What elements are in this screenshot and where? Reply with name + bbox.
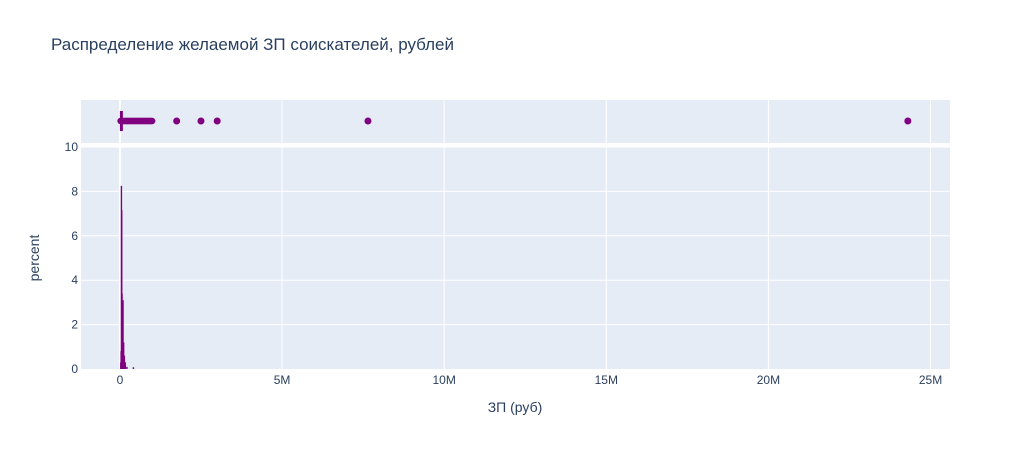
x-tick-label: 15M [595,373,618,387]
outlier-point [213,117,221,125]
x-tick-label: 25M [919,373,942,387]
y-tick-label: 6 [71,229,78,243]
outlier-point [904,117,912,125]
x-tick-label: 5M [274,373,291,387]
histogram-plot-area [81,147,950,369]
x-tick-label: 10M [432,373,455,387]
histogram-bar [123,355,126,369]
marginal-plot-area [81,100,950,143]
y-tick-label: 4 [71,273,78,287]
x-axis-ticks: 0 5M 10M 15M 20M 25M [117,373,943,387]
y-tick-label: 2 [71,318,78,332]
y-tick-label: 10 [65,140,79,154]
y-axis-ticks: 0 2 4 6 8 10 [65,140,79,376]
y-tick-label: 0 [71,362,78,376]
marginal-points [117,117,912,125]
x-tick-label: 20M [757,373,780,387]
histogram-bar [124,362,127,369]
x-axis-title: ЗП (руб) [488,399,543,415]
x-tick-label: 0 [117,373,124,387]
histogram-bar [126,366,128,369]
outlier-point [197,117,205,125]
histogram-grid [81,146,950,369]
histogram-bar [132,367,135,369]
histogram-bar [122,300,124,369]
histogram-bars [120,185,135,369]
outlier-point [364,117,372,125]
y-tick-label: 8 [71,184,78,198]
outlier-point [173,117,181,125]
histogram-bar [121,210,123,369]
chart-title: Распределение желаемой ЗП соискателей, р… [51,35,454,54]
outlier-point [148,117,156,125]
y-axis-title: percent [26,235,42,282]
